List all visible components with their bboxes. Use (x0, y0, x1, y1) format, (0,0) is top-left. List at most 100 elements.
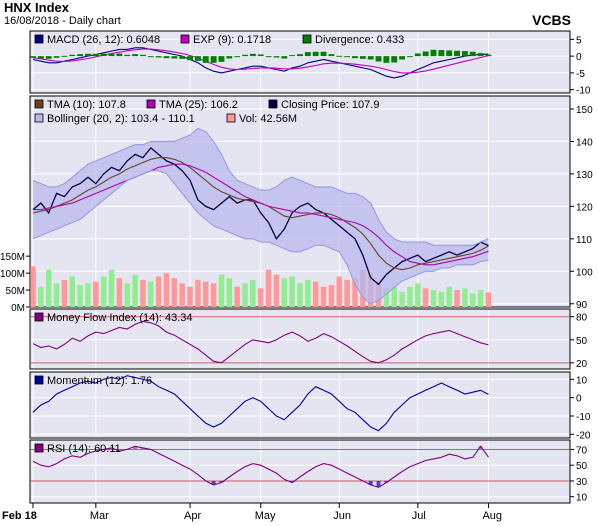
price-legend-label: Closing Price: 107.9 (281, 99, 379, 111)
macd-y-tick-label: -10 (576, 86, 591, 97)
volume-bar (171, 278, 178, 307)
rsi-legend: RSI (14): 60.11 (34, 443, 121, 455)
divergence-bar (446, 50, 453, 57)
volume-bar (179, 283, 185, 307)
volume-bar (320, 286, 327, 307)
macd-legend-swatch (34, 34, 44, 44)
divergence-bar (92, 53, 99, 57)
macd-legend-swatch (180, 34, 190, 44)
volume-bar (438, 291, 445, 307)
divergence-bar (218, 56, 225, 62)
momentum-legend: Momentum (12): 1.76 (34, 375, 152, 387)
volume-tick-label: 50M (6, 286, 25, 297)
volume-bar (257, 288, 264, 307)
divergence-bar (242, 54, 248, 57)
divergence-bar (37, 56, 44, 59)
rsi-14-line (32, 445, 489, 488)
volume-bar (61, 279, 68, 307)
divergence-bar (77, 54, 84, 57)
volume-bar (187, 286, 193, 307)
macd-panel-frame (29, 30, 571, 94)
volume-bar (265, 269, 272, 307)
divergence-bar (171, 56, 178, 59)
price-y-tick-label: 90 (576, 300, 588, 311)
divergence-bar (163, 56, 170, 59)
divergence-bar (124, 54, 131, 57)
macd-y-tick-label: -5 (576, 69, 585, 80)
volume-bar (391, 286, 397, 307)
divergence-bar (391, 56, 398, 63)
volume-bar (344, 279, 350, 307)
price-legend-swatch (146, 99, 156, 109)
volume-bar (485, 292, 492, 307)
rsi-legend-swatch (34, 443, 44, 453)
volume-bar (132, 274, 138, 307)
divergence-bar (69, 54, 76, 57)
volume-bar (226, 278, 233, 307)
volume-bar (422, 288, 429, 307)
divergence-bar (352, 56, 358, 59)
bollinger-band-fill (33, 128, 489, 304)
volume-bar (273, 274, 280, 307)
divergence-bar (273, 56, 280, 58)
volume-bar (470, 293, 476, 307)
macd-legend: MACD (26, 12): 0.6048 EXP (9): 0.1718 Dive… (34, 34, 404, 46)
price-y-tick-label: 110 (576, 235, 592, 246)
divergence-bar (375, 56, 382, 62)
mfi-legend-label: Money Flow Index (14): 43.34 (47, 312, 193, 324)
divergence-bar (202, 56, 209, 63)
bollinger-lower-line (32, 170, 489, 305)
price-legend-swatch (34, 113, 44, 123)
divergence-bar (281, 56, 288, 59)
price-y-tick-label: 140 (576, 137, 593, 148)
divergence-bar (179, 56, 186, 59)
price-y-tick-label: 130 (576, 170, 593, 181)
price-legend-label: Bollinger (20, 2): 103.4 - 110.1 (47, 113, 195, 125)
divergence-bar (297, 54, 303, 57)
price-y-tick-label: 120 (576, 202, 593, 213)
volume-bar (30, 266, 36, 307)
divergence-bar (249, 53, 256, 57)
divergence-bar (320, 51, 327, 57)
divergence-bar (257, 54, 264, 57)
x-axis-month-label: Feb 18 (2, 510, 37, 522)
volume-bar (305, 279, 311, 307)
chart-title: HNX Index (4, 0, 70, 15)
volume-bar (328, 284, 335, 307)
divergence-bar (147, 56, 154, 58)
rsi-legend-label: RSI (14): 60.11 (47, 443, 121, 455)
divergence-bar (414, 53, 421, 57)
mfi-legend-swatch (34, 312, 44, 322)
momentum-legend-swatch (34, 375, 44, 385)
x-axis-month-label: May (255, 510, 276, 522)
volume-bar (312, 281, 319, 307)
price-legend: TMA (10): 107.8 TMA (25): 106.2 Closing Pr… (34, 99, 379, 125)
volume-bar (336, 276, 343, 307)
divergence-bar (139, 54, 146, 57)
volume-bar (454, 290, 460, 307)
volume-bar (108, 269, 115, 307)
volume-bar (383, 288, 390, 307)
price-y-tick-label: 150 (576, 105, 593, 116)
volume-tick-label: 150M (0, 252, 25, 263)
mfi-y-tick-label: 20 (576, 359, 588, 370)
divergence-bar (187, 56, 194, 61)
macd-legend-label: EXP (9): 0.1718 (193, 34, 271, 46)
divergence-bar (383, 56, 390, 63)
divergence-bar (359, 56, 366, 59)
divergence-bar (30, 56, 36, 58)
money-flow-index-14-line (32, 320, 489, 364)
volume-bar (242, 283, 248, 307)
divergence-bar (194, 56, 201, 61)
volume-bar (124, 283, 130, 307)
volume-bar (218, 274, 225, 307)
volume-tick-label: 0M (11, 303, 25, 314)
rsi-y-tick-label: 50 (576, 461, 588, 472)
volume-bar (352, 278, 358, 307)
price-legend-label: Vol: 42.56M (239, 113, 297, 125)
closing-price-line (32, 146, 489, 286)
volume-bar (53, 283, 60, 307)
price-legend-swatch (34, 99, 44, 109)
divergence-bar (226, 56, 233, 59)
